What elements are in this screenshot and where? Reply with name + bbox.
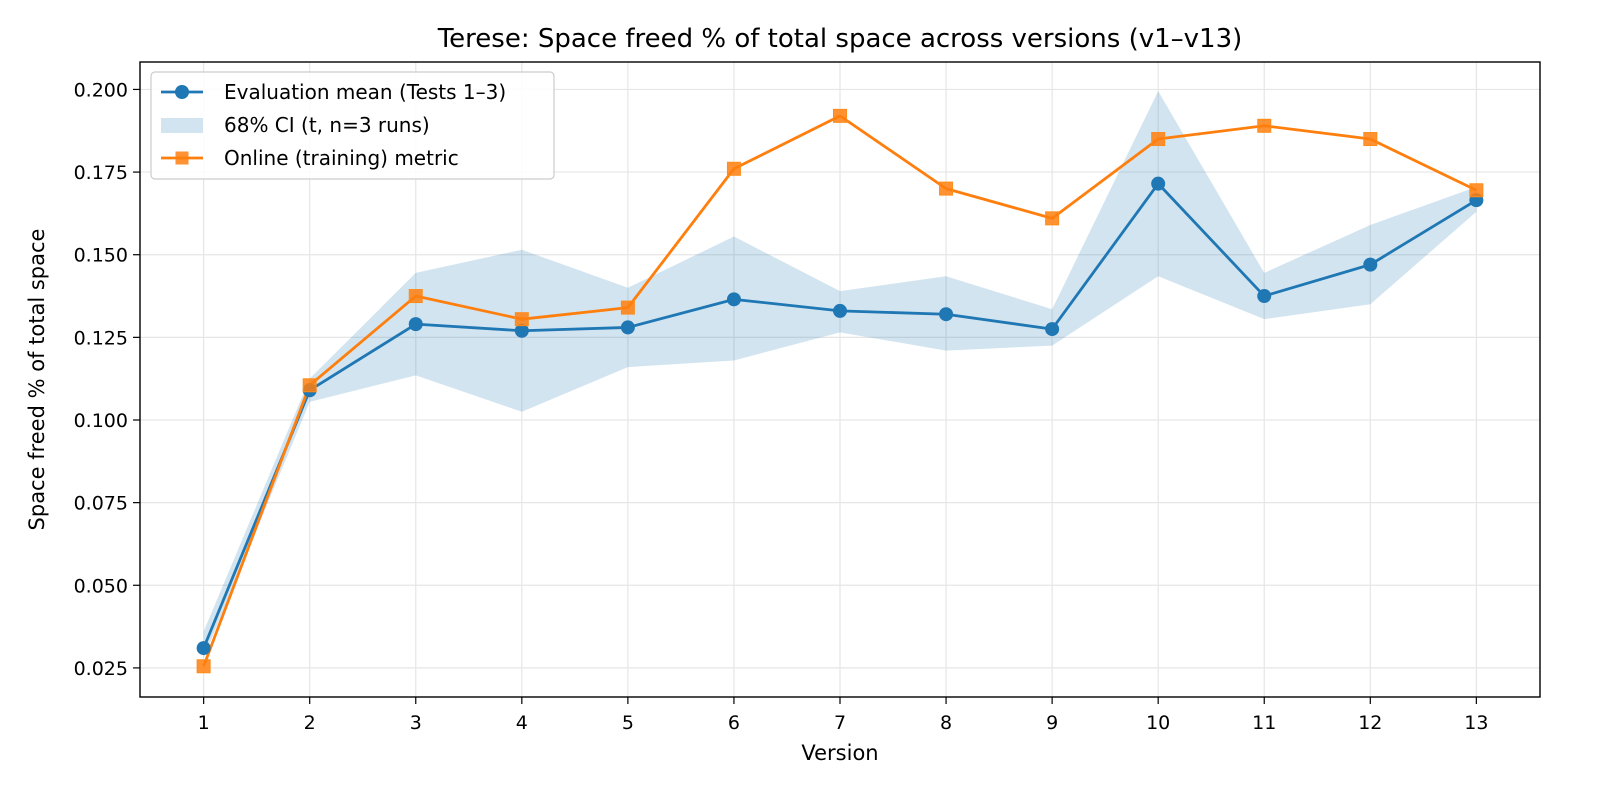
- x-tick-label: 3: [410, 712, 422, 734]
- evaluation-mean-point: [939, 307, 954, 322]
- x-tick-label: 7: [834, 712, 846, 734]
- evaluation-mean-point: [1151, 176, 1166, 191]
- legend: Evaluation mean (Tests 1–3) 68% CI (t, n=…: [150, 71, 555, 180]
- x-tick-label: 9: [1046, 712, 1058, 734]
- y-tick-label: 0.100: [74, 410, 128, 432]
- online-metric-point: [1363, 132, 1378, 147]
- x-axis-label: Version: [801, 741, 878, 765]
- x-tick-label: 6: [728, 712, 740, 734]
- online-metric-point: [726, 161, 741, 176]
- y-tick-label: 0.200: [74, 79, 128, 101]
- evaluation-mean-point: [1045, 322, 1060, 337]
- y-axis-label: Space freed % of total space: [25, 229, 49, 531]
- x-tick-label: 11: [1252, 712, 1276, 734]
- x-tick-label: 8: [940, 712, 952, 734]
- online-metric-point: [1257, 118, 1272, 133]
- online-metric-point: [939, 181, 954, 196]
- y-tick-label: 0.050: [74, 575, 128, 597]
- evaluation-mean-point: [514, 323, 529, 338]
- y-tick-label: 0.075: [74, 493, 128, 515]
- x-tick-label: 4: [516, 712, 528, 734]
- ci-band: [203, 91, 1477, 658]
- series-markers-layer: [196, 108, 1484, 674]
- online-metric-point: [302, 378, 317, 393]
- x-tick-label: 10: [1146, 712, 1170, 734]
- legend-swatch-marker: [175, 151, 189, 165]
- evaluation-mean-point: [833, 303, 847, 318]
- online-metric-point: [514, 312, 529, 327]
- online-metric-point: [620, 300, 635, 315]
- online-metric-point: [1045, 211, 1060, 226]
- legend-swatch-ci: [161, 118, 203, 133]
- y-tick-label: 0.175: [74, 162, 128, 184]
- evaluation-mean-point: [196, 641, 211, 656]
- x-tick-label: 2: [304, 712, 316, 734]
- evaluation-mean-point: [408, 317, 423, 332]
- y-tick-label: 0.150: [74, 245, 128, 267]
- evaluation-mean-point: [620, 320, 635, 335]
- online-metric-point: [1469, 183, 1484, 198]
- online-metric-point: [196, 659, 211, 674]
- legend-label: Online (training) metric: [224, 146, 459, 170]
- online-metric-point: [408, 289, 423, 304]
- ci-band-layer: [203, 91, 1477, 658]
- online-metric-point: [1151, 132, 1166, 147]
- legend-swatch-marker: [175, 85, 189, 99]
- legend-box: [150, 71, 555, 180]
- x-tick-label: 12: [1358, 712, 1382, 734]
- legend-label: Evaluation mean (Tests 1–3): [224, 80, 506, 104]
- x-axis-ticks: 1 2 3 4 5 6 7 8 9 10 11 12 13: [198, 697, 1488, 734]
- y-tick-label: 0.125: [74, 327, 128, 349]
- y-tick-label: 0.025: [74, 658, 128, 680]
- online-metric-point: [833, 108, 847, 123]
- evaluation-mean-point: [1363, 257, 1378, 272]
- chart-title: Terese: Space freed % of total space acr…: [437, 24, 1243, 54]
- evaluation-mean-point: [726, 292, 741, 307]
- x-tick-label: 13: [1464, 712, 1488, 734]
- x-tick-label: 1: [198, 712, 210, 734]
- legend-label: 68% CI (t, n=3 runs): [224, 113, 430, 137]
- evaluation-mean-point: [1257, 289, 1272, 304]
- y-axis-ticks: 0.025 0.050 0.075 0.100 0.125 0.150 0.175 0.200: [74, 79, 140, 680]
- x-tick-label: 5: [622, 712, 634, 734]
